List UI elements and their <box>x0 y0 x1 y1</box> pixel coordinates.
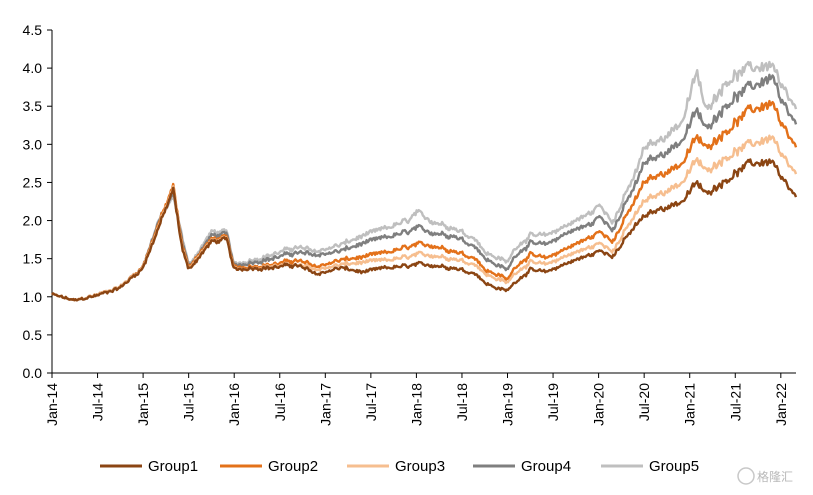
y-tick-label: 0.0 <box>23 365 43 381</box>
watermark-logo-icon <box>737 467 755 485</box>
x-tick-label: Jan-19 <box>500 383 516 426</box>
y-tick-label: 2.0 <box>23 213 43 229</box>
x-tick-label: Jan-20 <box>591 383 607 426</box>
x-tick-label: Jul-16 <box>272 383 288 421</box>
legend-label-group3: Group3 <box>395 458 445 475</box>
watermark: 格隆汇 <box>737 467 793 485</box>
x-tick-label: Jan-18 <box>408 383 424 426</box>
watermark-text: 格隆汇 <box>757 469 793 484</box>
x-tick-label: Jan-16 <box>226 383 242 426</box>
x-tick-label: Jul-21 <box>727 383 743 421</box>
legend-label-group5: Group5 <box>649 458 699 475</box>
y-tick-label: 3.5 <box>23 98 43 114</box>
y-tick-label: 0.5 <box>23 327 43 343</box>
series-line-group1 <box>51 158 798 302</box>
x-tick-label: Jul-20 <box>636 383 652 421</box>
x-tick-label: Jul-15 <box>181 383 197 421</box>
x-tick-label: Jan-17 <box>317 383 333 426</box>
x-tick-label: Jan-15 <box>135 383 151 426</box>
y-tick-label: 1.5 <box>23 251 43 267</box>
y-tick-label: 4.5 <box>23 22 43 38</box>
x-tick-label: Jan-22 <box>773 383 789 426</box>
x-tick-label: Jul-18 <box>454 383 470 421</box>
x-tick-label: Jan-21 <box>682 383 698 426</box>
x-axis: Jan-14 Jul-14 Jan-15 Jul-15 Jan-16 Jul-16 Jan-… <box>44 372 796 426</box>
y-tick-label: 4.0 <box>23 60 43 76</box>
x-tick-label: Jan-14 <box>44 383 60 426</box>
y-tick-label: 3.0 <box>23 136 43 152</box>
x-tick-label: Jul-14 <box>90 383 106 421</box>
legend-label-group1: Group1 <box>148 458 198 475</box>
legend-label-group4: Group4 <box>521 458 571 475</box>
x-tick-label: Jul-19 <box>545 383 561 421</box>
y-tick-label: 2.5 <box>23 174 43 190</box>
legend-label-group2: Group2 <box>268 458 318 475</box>
legend: Group1 Group2 Group3 Group4 Group5 <box>100 458 699 475</box>
y-tick-label: 1.0 <box>23 289 43 305</box>
x-tick-label: Jul-17 <box>363 383 379 421</box>
y-axis: 0.0 0.5 1.0 1.5 2.0 2.5 3.0 3.5 4.0 4.5 <box>23 22 53 381</box>
series-lines <box>51 60 798 302</box>
